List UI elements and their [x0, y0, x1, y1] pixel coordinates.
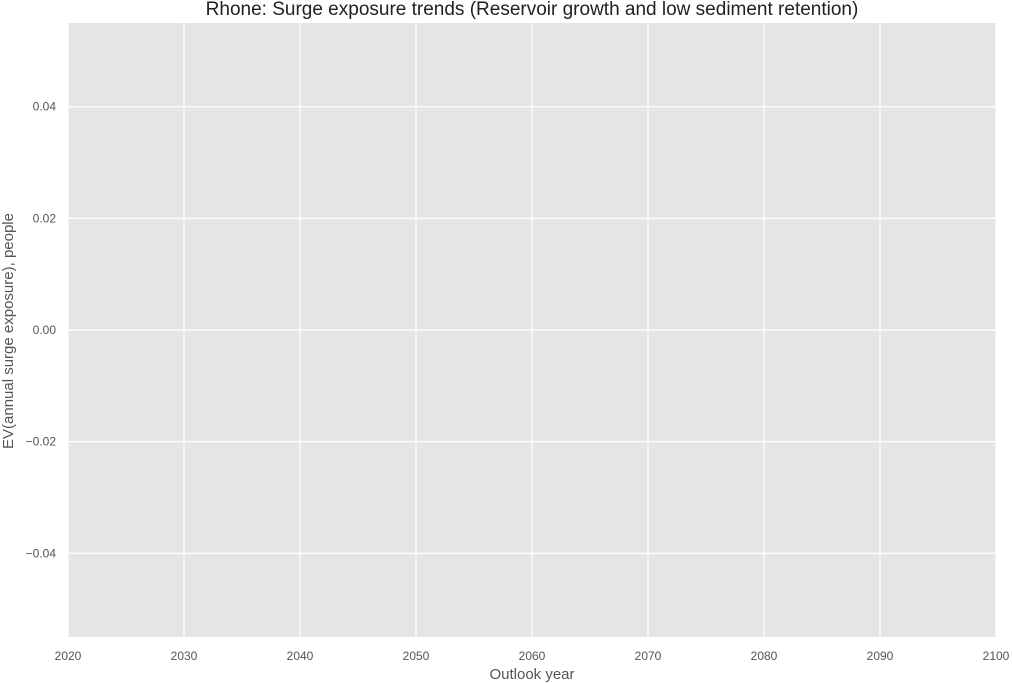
y-tick-label: 0.02 [33, 211, 57, 225]
y-tick-label: −0.02 [26, 435, 57, 449]
y-tick-label: −0.04 [26, 546, 57, 560]
x-tick-label: 2040 [287, 649, 314, 663]
y-tick-label: 0.04 [33, 100, 57, 114]
chart-title: Rhone: Surge exposure trends (Reservoir … [206, 0, 859, 20]
y-axis-label: EV(annual surge exposure), people [0, 213, 17, 449]
y-axis-ticks: 0.04 0.02 0.00 −0.02 −0.04 [26, 100, 57, 561]
x-tick-label: 2080 [751, 649, 778, 663]
x-tick-label: 2030 [171, 649, 198, 663]
y-grid [68, 106, 996, 554]
x-tick-label: 2090 [867, 649, 894, 663]
x-tick-label: 2060 [519, 649, 546, 663]
x-tick-label: 2020 [55, 649, 82, 663]
x-tick-label: 2070 [635, 649, 662, 663]
x-axis-ticks: 2020 2030 2040 2050 2060 2070 2080 2090 2100 [55, 649, 1010, 663]
x-tick-label: 2050 [403, 649, 430, 663]
x-axis-label: Outlook year [489, 666, 574, 683]
y-tick-label: 0.00 [33, 323, 57, 337]
x-tick-label: 2100 [983, 649, 1010, 663]
